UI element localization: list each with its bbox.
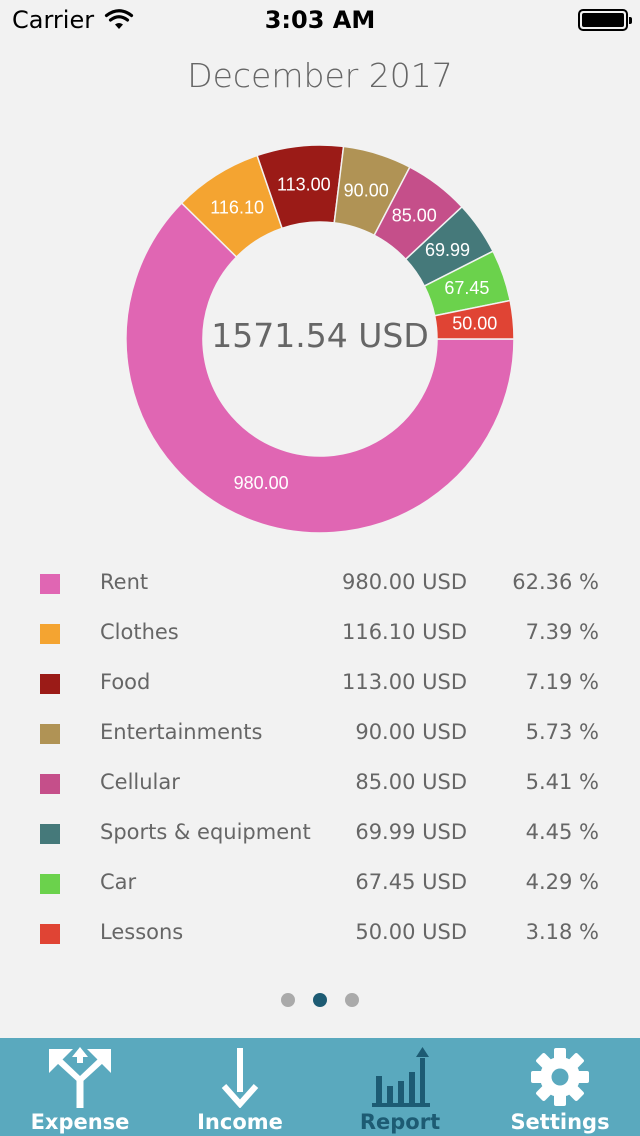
slice-value-label: 69.99 xyxy=(425,240,470,260)
legend-swatch xyxy=(40,874,60,894)
legend-percent: 7.39 % xyxy=(525,620,599,644)
legend-category: Rent xyxy=(100,570,149,594)
tab-settings-label: Settings xyxy=(510,1110,610,1134)
legend-category: Car xyxy=(100,870,137,894)
legend-category: Clothes xyxy=(100,620,179,644)
legend-row: Car 67.45 USD 4.29 % xyxy=(0,858,640,908)
legend-category: Entertainments xyxy=(100,720,263,744)
tab-report-label: Report xyxy=(359,1110,441,1134)
slice-value-label: 980.00 xyxy=(234,473,289,493)
legend-category: Sports & equipment xyxy=(100,820,311,844)
donut-slice[interactable] xyxy=(125,201,515,534)
tab-bar: Expense Income Repo xyxy=(0,1038,640,1136)
legend-percent: 4.45 % xyxy=(525,820,599,844)
tab-expense-label: Expense xyxy=(30,1110,130,1134)
page-dot[interactable] xyxy=(281,993,295,1007)
tab-income[interactable]: Income xyxy=(160,1038,320,1136)
donut-chart[interactable]: 980.00 116.10 113.00 90.00 85.00 69.99 67.45 50… xyxy=(0,130,640,550)
page-dot[interactable] xyxy=(313,993,327,1007)
legend-swatch xyxy=(40,574,60,594)
legend-category: Food xyxy=(100,670,151,694)
page-dot[interactable] xyxy=(345,993,359,1007)
legend-row: Clothes 116.10 USD 7.39 % xyxy=(0,608,640,658)
tab-expense[interactable]: Expense xyxy=(0,1038,160,1136)
legend-amount: 980.00 USD xyxy=(341,570,467,594)
split-arrows-icon xyxy=(49,1047,111,1108)
carrier-label: Carrier xyxy=(12,6,95,34)
legend-amount: 116.10 USD xyxy=(341,620,467,644)
legend-row: Food 113.00 USD 7.19 % xyxy=(0,658,640,708)
page-title: December 2017 xyxy=(187,56,453,95)
tab-income-label: Income xyxy=(197,1110,283,1134)
donut-slice[interactable] xyxy=(433,299,515,340)
legend-swatch xyxy=(40,774,60,794)
legend-swatch xyxy=(40,924,60,944)
tab-settings[interactable]: Settings xyxy=(480,1038,640,1136)
legend-swatch xyxy=(40,624,60,644)
legend-percent: 7.19 % xyxy=(525,670,599,694)
tab-report[interactable]: Report xyxy=(320,1038,480,1136)
gear-icon xyxy=(531,1048,589,1106)
slice-value-label: 50.00 xyxy=(452,313,497,333)
legend-category: Cellular xyxy=(100,770,180,794)
slice-value-label: 116.10 xyxy=(210,197,264,217)
legend-percent: 62.36 % xyxy=(512,570,599,594)
battery-icon xyxy=(578,9,632,31)
legend-percent: 4.29 % xyxy=(525,870,599,894)
legend-row: Entertainments 90.00 USD 5.73 % xyxy=(0,708,640,758)
legend-row: Sports & equipment 69.99 USD 4.45 % xyxy=(0,808,640,858)
legend-amount: 67.45 USD xyxy=(355,870,467,894)
slice-value-label: 85.00 xyxy=(392,205,437,225)
wifi-icon xyxy=(104,9,134,29)
legend-amount: 113.00 USD xyxy=(341,670,467,694)
legend-row: Cellular 85.00 USD 5.41 % xyxy=(0,758,640,808)
slice-value-label: 113.00 xyxy=(277,174,331,194)
legend-swatch xyxy=(40,824,60,844)
bar-chart-icon xyxy=(372,1047,430,1107)
legend-row: Rent 980.00 USD 62.36 % xyxy=(0,558,640,608)
legend-percent: 3.18 % xyxy=(525,920,599,944)
legend-category: Lessons xyxy=(100,920,184,944)
down-arrow-icon xyxy=(221,1048,259,1108)
legend-percent: 5.73 % xyxy=(525,720,599,744)
legend-amount: 69.99 USD xyxy=(355,820,467,844)
chart-total: 1571.54 USD xyxy=(211,316,429,355)
legend-swatch xyxy=(40,724,60,744)
legend-amount: 90.00 USD xyxy=(355,720,467,744)
legend-amount: 50.00 USD xyxy=(355,920,467,944)
status-bar: Carrier 3:03 AM xyxy=(0,0,640,40)
legend-swatch xyxy=(40,674,60,694)
slice-value-label: 67.45 xyxy=(444,278,489,298)
legend: Rent 980.00 USD 62.36 % Clothes 116.10 USD 7.… xyxy=(0,558,640,958)
legend-amount: 85.00 USD xyxy=(355,770,467,794)
legend-row: Lessons 50.00 USD 3.18 % xyxy=(0,908,640,958)
slice-value-label: 90.00 xyxy=(344,181,389,201)
page-control[interactable] xyxy=(0,993,640,1007)
legend-percent: 5.41 % xyxy=(525,770,599,794)
